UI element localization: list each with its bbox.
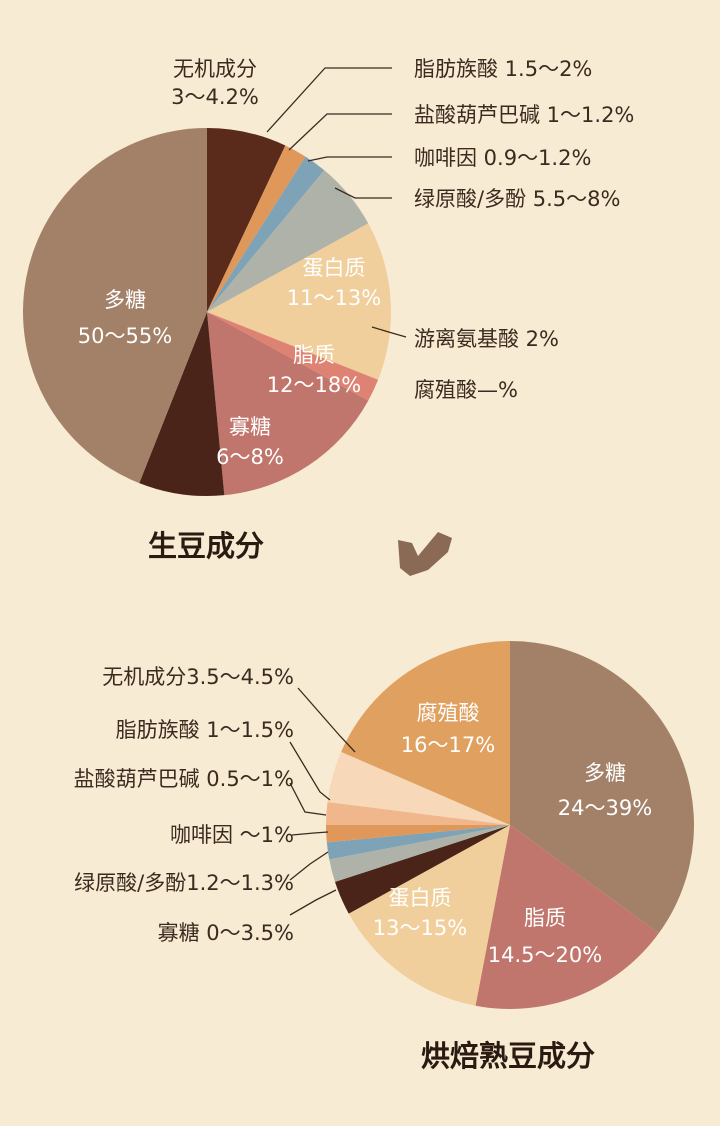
raw-bean-pie — [22, 128, 392, 497]
raw-slice-2 — [207, 156, 325, 312]
leader-line-raw-chlorogenic — [334, 187, 392, 199]
raw-labels: 无机成分 3～4.2% 脂肪族酸 1.5～2% 盐酸葫芦巴碱 1～1.2% 咖啡… — [171, 57, 634, 402]
roast-slice-2 — [348, 825, 510, 1006]
raw-label-oligo-name: 寡糖 — [229, 415, 271, 439]
roast-label-protein-name: 蛋白质 — [389, 886, 452, 910]
raw-label-lipid-name: 脂质 — [293, 343, 335, 367]
raw-inner-labels: 蛋白质 11～13% 脂质 12～18% 寡糖 6～8% 多糖 50～55% — [78, 256, 381, 469]
raw-label-protein-range: 11～13% — [287, 286, 381, 310]
leader-line-raw-trigonelline — [288, 113, 392, 151]
leader-line-roast-aliphatic — [289, 741, 331, 801]
leader-line-roast-caffeine — [291, 831, 329, 836]
roast-chart-title: 烘焙熟豆成分 — [421, 1039, 595, 1073]
leader-line-roast-trigonelline — [289, 782, 327, 816]
roast-label-poly-name: 多糖 — [584, 761, 626, 785]
roast-label-lipid-range: 14.5～20% — [488, 943, 602, 967]
arrow-down-right-icon — [398, 532, 452, 576]
leader-line-roast-inorganic — [297, 687, 356, 753]
roast-label-trigonelline: 盐酸葫芦巴碱 0.5～1% — [74, 767, 294, 791]
raw-slice-4 — [207, 223, 392, 380]
raw-label-chlorogenic: 绿原酸/多酚 5.5～8% — [414, 187, 620, 211]
roast-slice-4 — [329, 825, 510, 882]
roast-slice-0 — [510, 641, 694, 934]
roast-label-oligo: 寡糖 0～3.5% — [158, 921, 294, 945]
roast-label-inorganic: 无机成分3.5～4.5% — [102, 665, 294, 689]
roast-label-lipid-name: 脂质 — [524, 906, 566, 930]
roast-label-chlorogenic: 绿原酸/多酚1.2～1.3% — [74, 871, 294, 895]
roast-label-caffeine: 咖啡因 ～1% — [170, 823, 294, 847]
raw-label-lipid-range: 12～18% — [267, 373, 361, 397]
roast-slice-7 — [326, 801, 510, 825]
raw-label-aliphatic: 脂肪族酸 1.5～2% — [414, 57, 592, 81]
raw-slice-5 — [207, 312, 379, 401]
roast-inner-labels: 腐殖酸 16～17% 多糖 24～39% 蛋白质 13～15% 脂质 14.5～… — [373, 701, 652, 967]
raw-label-caffeine: 咖啡因 0.9～1.2% — [414, 146, 591, 170]
roast-slice-1 — [475, 825, 659, 1009]
roast-label-poly-range: 24～39% — [558, 796, 652, 820]
roast-slice-6 — [326, 825, 510, 843]
raw-label-poly-name: 多糖 — [104, 288, 146, 312]
roast-slice-5 — [326, 825, 510, 860]
leader-line-roast-oligo — [289, 889, 337, 916]
leader-line-raw-caffeine — [307, 156, 392, 162]
raw-leader-lines — [266, 67, 407, 338]
roast-label-humic-range: 16～17% — [401, 733, 495, 757]
raw-label-inorganic-range: 3～4.2% — [171, 85, 259, 109]
raw-label-trigonelline: 盐酸葫芦巴碱 1～1.2% — [414, 103, 634, 127]
roast-label-aliphatic: 脂肪族酸 1～1.5% — [116, 718, 294, 742]
roast-leader-lines — [289, 687, 356, 916]
raw-slice-8 — [139, 312, 225, 497]
raw-label-poly-range: 50～55% — [78, 324, 172, 348]
raw-label-amino: 游离氨基酸 2% — [414, 327, 559, 351]
roast-slice-8 — [327, 751, 510, 825]
leader-line-raw-amino — [371, 326, 407, 338]
raw-slice-0 — [207, 128, 286, 312]
roast-slice-9 — [341, 641, 510, 825]
raw-slice-9 — [22, 128, 208, 484]
roast-label-protein-range: 13～15% — [373, 916, 467, 940]
raw-slice-7 — [207, 312, 369, 496]
leader-line-roast-chlorogenic — [289, 851, 329, 881]
roast-labels: 无机成分3.5～4.5% 脂肪族酸 1～1.5% 盐酸葫芦巴碱 0.5～1% 咖… — [74, 665, 294, 945]
raw-slice-1 — [207, 145, 306, 312]
roasted-bean-pie — [326, 641, 694, 1009]
raw-chart-title: 生豆成分 — [148, 529, 264, 563]
raw-label-inorganic-name: 无机成分 — [173, 57, 257, 81]
raw-slice-3 — [207, 170, 369, 312]
raw-label-protein-name: 蛋白质 — [303, 256, 366, 280]
raw-label-humic: 腐殖酸—% — [414, 378, 518, 402]
roast-slice-3 — [335, 825, 510, 914]
roast-label-humic-name: 腐殖酸 — [417, 701, 480, 725]
leader-line-raw-aliphatic — [266, 67, 392, 133]
raw-label-oligo-range: 6～8% — [216, 445, 284, 469]
